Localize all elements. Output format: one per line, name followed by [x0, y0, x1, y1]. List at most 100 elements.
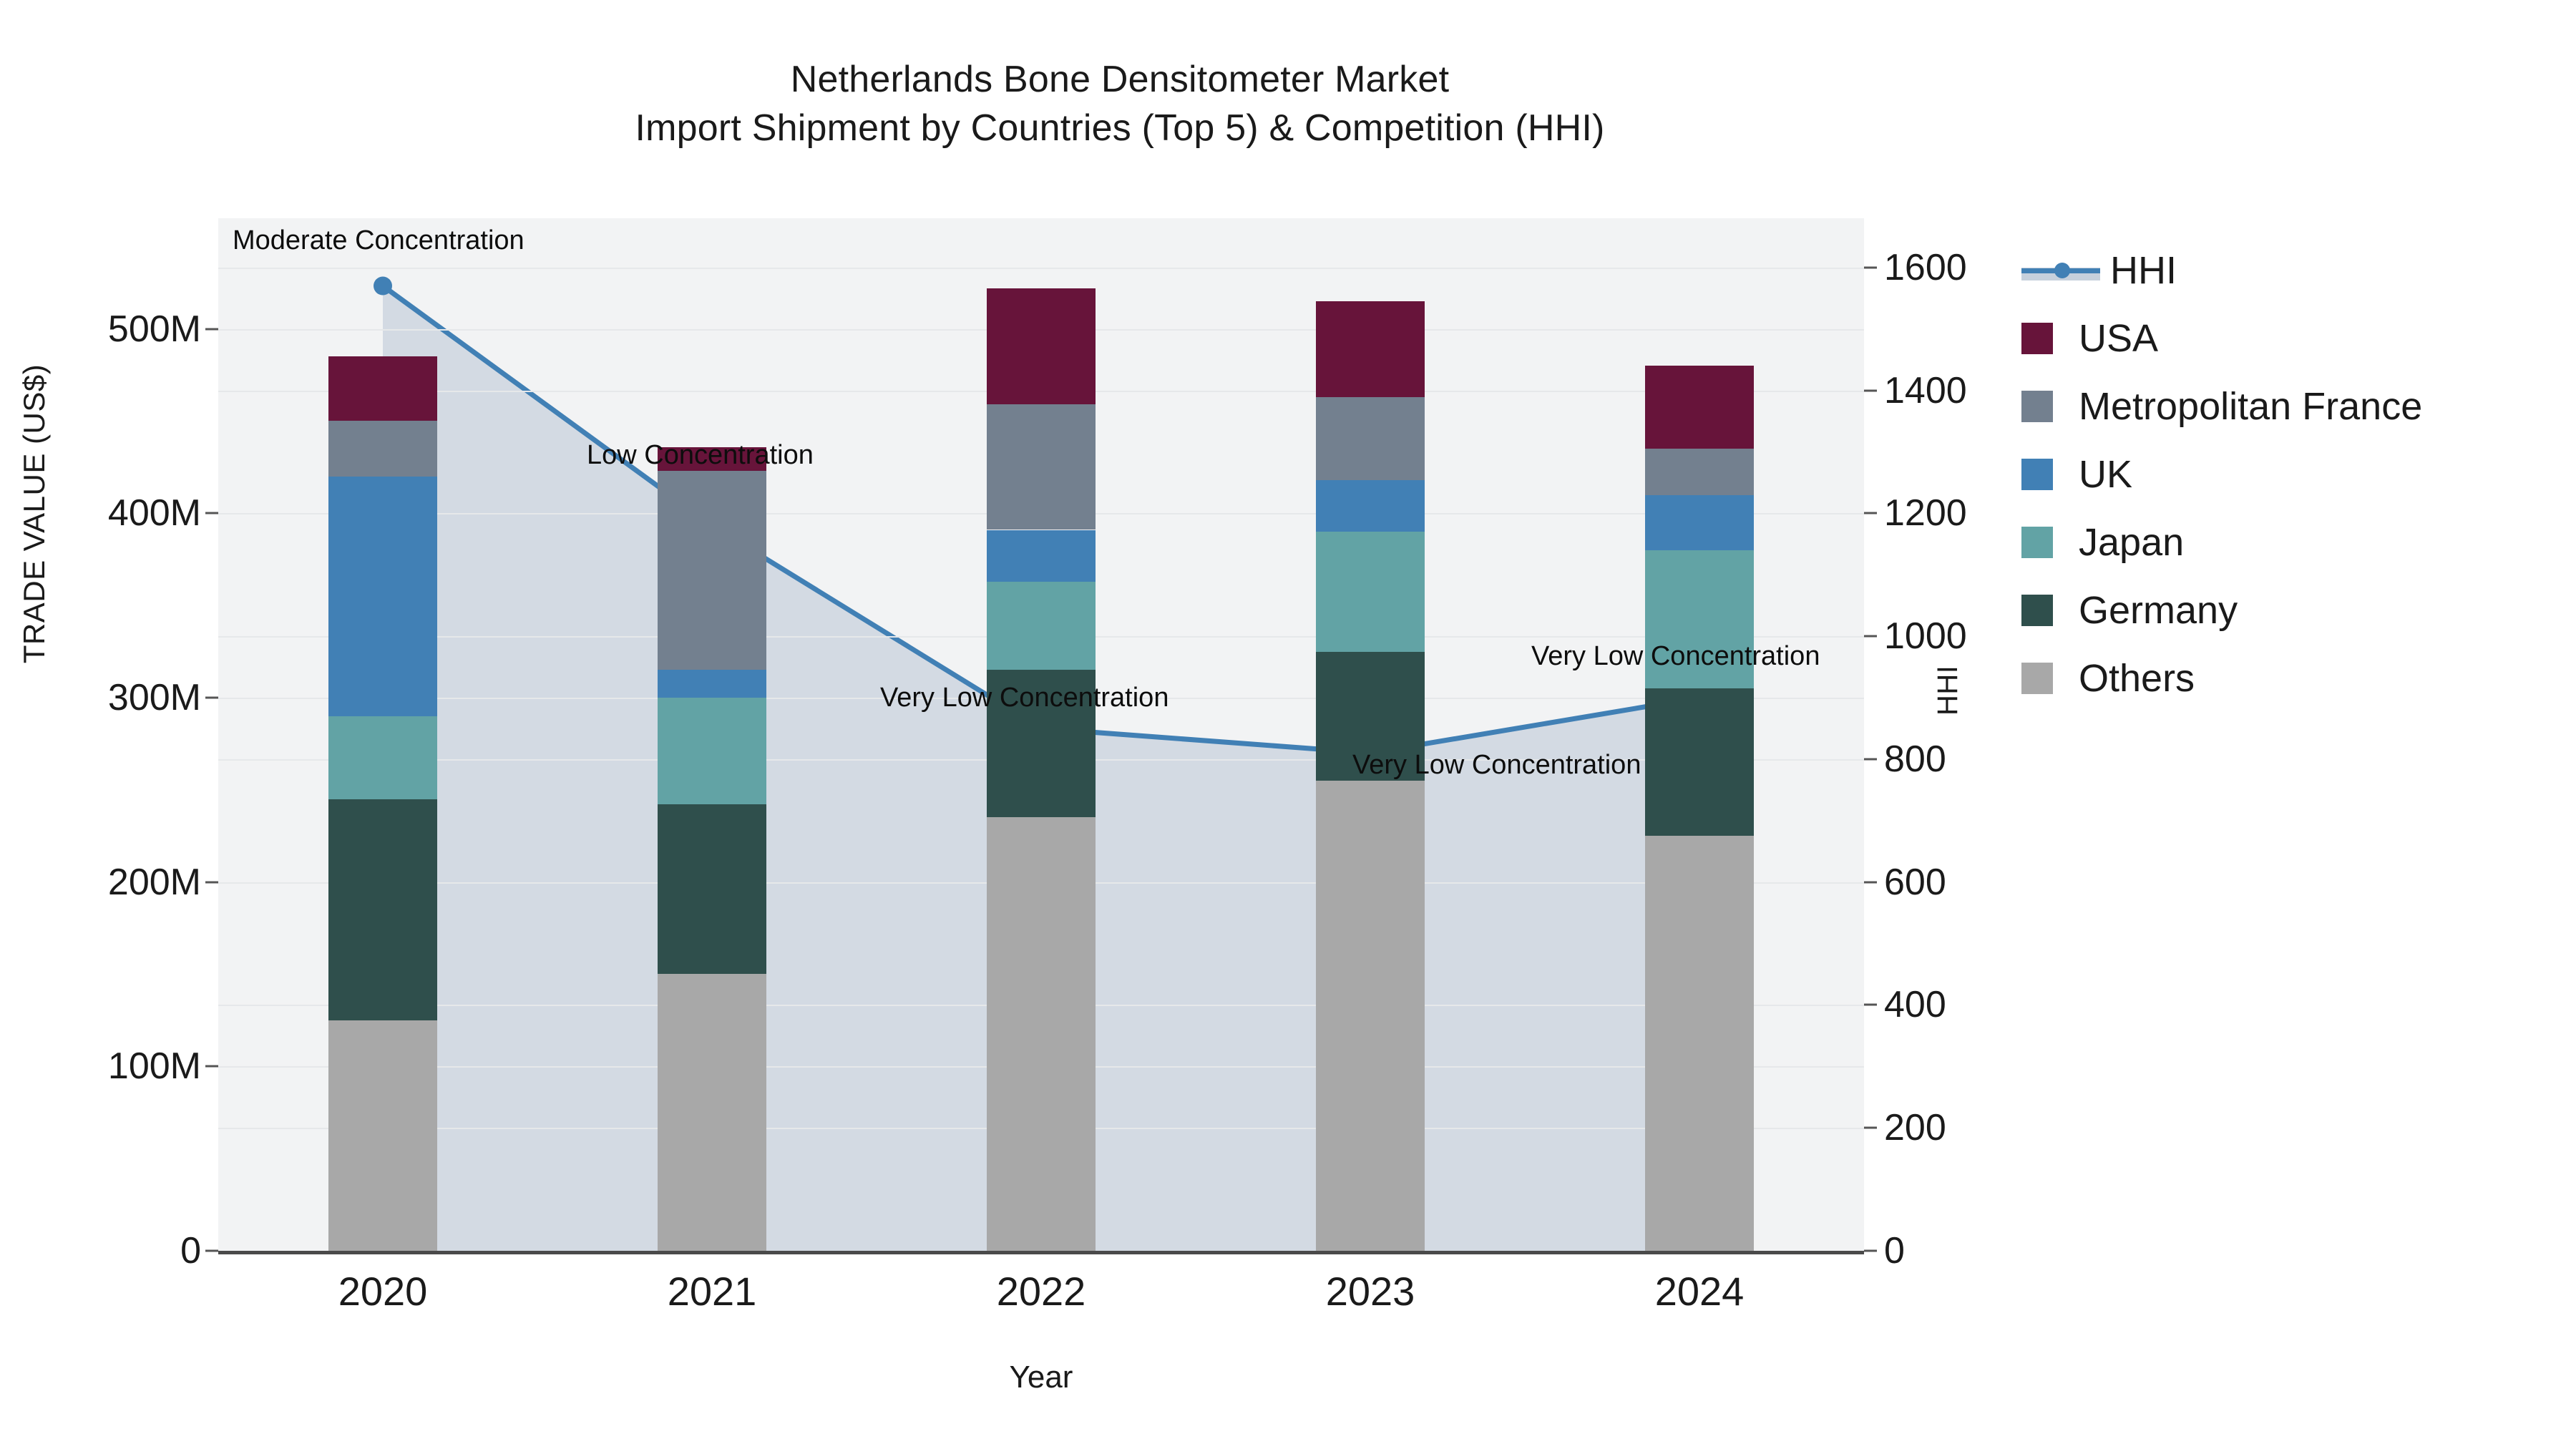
hhi-line-marker-icon — [2021, 255, 2100, 286]
bar-segment-germany[interactable] — [987, 670, 1096, 818]
y2-axis-tick-label: 200 — [1884, 1107, 1946, 1149]
y-axis-tick-label: 200M — [107, 861, 201, 903]
legend-color-swatch — [2021, 322, 2053, 354]
legend-item-others[interactable]: Others — [2021, 644, 2422, 712]
bar-stack[interactable] — [658, 218, 766, 1251]
bar-segment-uk[interactable] — [1645, 494, 1754, 550]
bar-segment-usa[interactable] — [1645, 366, 1754, 449]
y2-axis-tick-mark — [1864, 881, 1877, 884]
legend-item-label: HHI — [2110, 248, 2177, 292]
bar-segment-others[interactable] — [658, 974, 766, 1251]
plot-area — [218, 218, 1864, 1252]
y2-axis-tick-mark — [1864, 266, 1877, 269]
legend-item-label: Japan — [2079, 520, 2185, 564]
y2-axis-tick-mark — [1864, 1003, 1877, 1006]
x-axis-tick-label-2024: 2024 — [1654, 1269, 1745, 1314]
bar-segment-germany[interactable] — [658, 804, 766, 975]
bar-stack[interactable] — [987, 218, 1096, 1251]
chart-title-line1: Netherlands Bone Densitometer Market — [790, 59, 1450, 100]
bar-segment-metropolitan-france[interactable] — [1316, 396, 1425, 480]
legend-color-swatch — [2021, 390, 2053, 422]
bar-segment-metropolitan-france[interactable] — [1645, 449, 1754, 495]
bar-segment-others[interactable] — [1316, 780, 1425, 1251]
bar-segment-japan[interactable] — [658, 697, 766, 805]
legend-color-swatch — [2021, 458, 2053, 490]
y-axis-tick-label: 400M — [107, 492, 201, 535]
bar-segment-metropolitan-france[interactable] — [987, 404, 1096, 530]
legend-item-germany[interactable]: Germany — [2021, 576, 2422, 644]
bar-segment-japan[interactable] — [1316, 532, 1425, 652]
bar-segment-uk[interactable] — [328, 476, 437, 716]
y-axis-tick-mark — [205, 881, 218, 884]
y2-axis-tick-label: 400 — [1884, 984, 1946, 1026]
concentration-annotation-2021: Low Concentration — [587, 440, 814, 471]
bar-segment-usa[interactable] — [328, 356, 437, 421]
y-axis-tick-mark — [205, 512, 218, 514]
bar-segment-others[interactable] — [1645, 836, 1754, 1251]
bar-segment-others[interactable] — [987, 817, 1096, 1251]
y-axis-tick-label: 300M — [107, 676, 201, 718]
y2-axis-tick-mark — [1864, 389, 1877, 391]
legend-item-metropolitan-france[interactable]: Metropolitan France — [2021, 372, 2422, 440]
y-axis-left: 0 100M 200M 300M 400M 500M — [0, 218, 218, 1272]
y-axis-tick-mark — [205, 328, 218, 331]
bar-segment-germany[interactable] — [1645, 688, 1754, 836]
y2-axis-tick-label: 0 — [1884, 1230, 1905, 1272]
x-axis-title: Year — [1009, 1360, 1073, 1395]
gridline-secondary — [218, 267, 1864, 269]
y-axis-right: 0 200 400 600 800 1000 1200 1400 1600 — [1864, 218, 2150, 1272]
bar-segment-uk[interactable] — [987, 530, 1096, 582]
x-axis-line — [218, 1251, 1864, 1254]
bar-segment-usa[interactable] — [1316, 301, 1425, 397]
bar-segment-uk[interactable] — [1316, 479, 1425, 532]
y2-axis-tick-mark — [1864, 758, 1877, 761]
y2-axis-tick-mark — [1864, 1249, 1877, 1252]
y-axis-right-title: HHI — [1932, 665, 1963, 716]
bar-stack[interactable] — [328, 218, 437, 1251]
bar-segment-japan[interactable] — [987, 581, 1096, 670]
bar-segment-japan[interactable] — [1645, 550, 1754, 689]
bar-stack[interactable] — [1645, 218, 1754, 1251]
chart-title: Netherlands Bone Densitometer Market Imp… — [0, 56, 2240, 152]
legend-item-label: Germany — [2079, 588, 2238, 632]
concentration-annotation-2023: Very Low Concentration — [1352, 750, 1641, 781]
y2-axis-tick-label: 1400 — [1884, 369, 1967, 411]
legend-item-uk[interactable]: UK — [2021, 440, 2422, 508]
bar-segment-germany[interactable] — [1316, 651, 1425, 781]
y-axis-tick-label: 0 — [180, 1230, 201, 1272]
y-axis-tick-mark — [205, 696, 218, 699]
x-axis-tick-label-2022: 2022 — [996, 1269, 1086, 1314]
y2-axis-tick-mark — [1864, 1126, 1877, 1129]
bar-segment-usa[interactable] — [658, 447, 766, 472]
bar-segment-germany[interactable] — [328, 799, 437, 1020]
y2-axis-tick-mark — [1864, 512, 1877, 514]
y-axis-title: TRADE VALUE (US$) — [17, 364, 51, 664]
legend-item-label: Metropolitan France — [2079, 384, 2423, 428]
legend-item-usa[interactable]: USA — [2021, 304, 2422, 372]
legend-color-swatch — [2021, 526, 2053, 558]
x-axis-tick-label-2023: 2023 — [1325, 1269, 1415, 1314]
bar-stack[interactable] — [1316, 218, 1425, 1251]
bar-segment-usa[interactable] — [987, 288, 1096, 405]
legend-item-label: UK — [2079, 452, 2133, 496]
legend-item-label: USA — [2079, 316, 2159, 360]
legend-color-swatch — [2021, 662, 2053, 694]
concentration-annotation-2020: Moderate Concentration — [233, 225, 525, 256]
y2-axis-tick-label: 1000 — [1884, 615, 1967, 658]
x-axis-tick-label-2020: 2020 — [338, 1269, 428, 1314]
hhi-data-point-2020[interactable] — [374, 276, 392, 296]
bar-segment-uk[interactable] — [658, 670, 766, 698]
y2-axis-tick-label: 600 — [1884, 861, 1946, 903]
y-axis-tick-mark — [205, 1065, 218, 1068]
y-axis-tick-mark — [205, 1249, 218, 1252]
bar-segment-metropolitan-france[interactable] — [328, 421, 437, 477]
legend-item-japan[interactable]: Japan — [2021, 508, 2422, 576]
bar-segment-others[interactable] — [328, 1020, 437, 1251]
legend-item-hhi[interactable]: HHI — [2021, 236, 2422, 304]
x-axis-tick-label-2021: 2021 — [667, 1269, 757, 1314]
concentration-annotation-2024: Very Low Concentration — [1531, 640, 1820, 671]
bar-segment-metropolitan-france[interactable] — [658, 471, 766, 670]
y2-axis-tick-mark — [1864, 635, 1877, 638]
legend-color-swatch — [2021, 594, 2053, 626]
bar-segment-japan[interactable] — [328, 716, 437, 799]
